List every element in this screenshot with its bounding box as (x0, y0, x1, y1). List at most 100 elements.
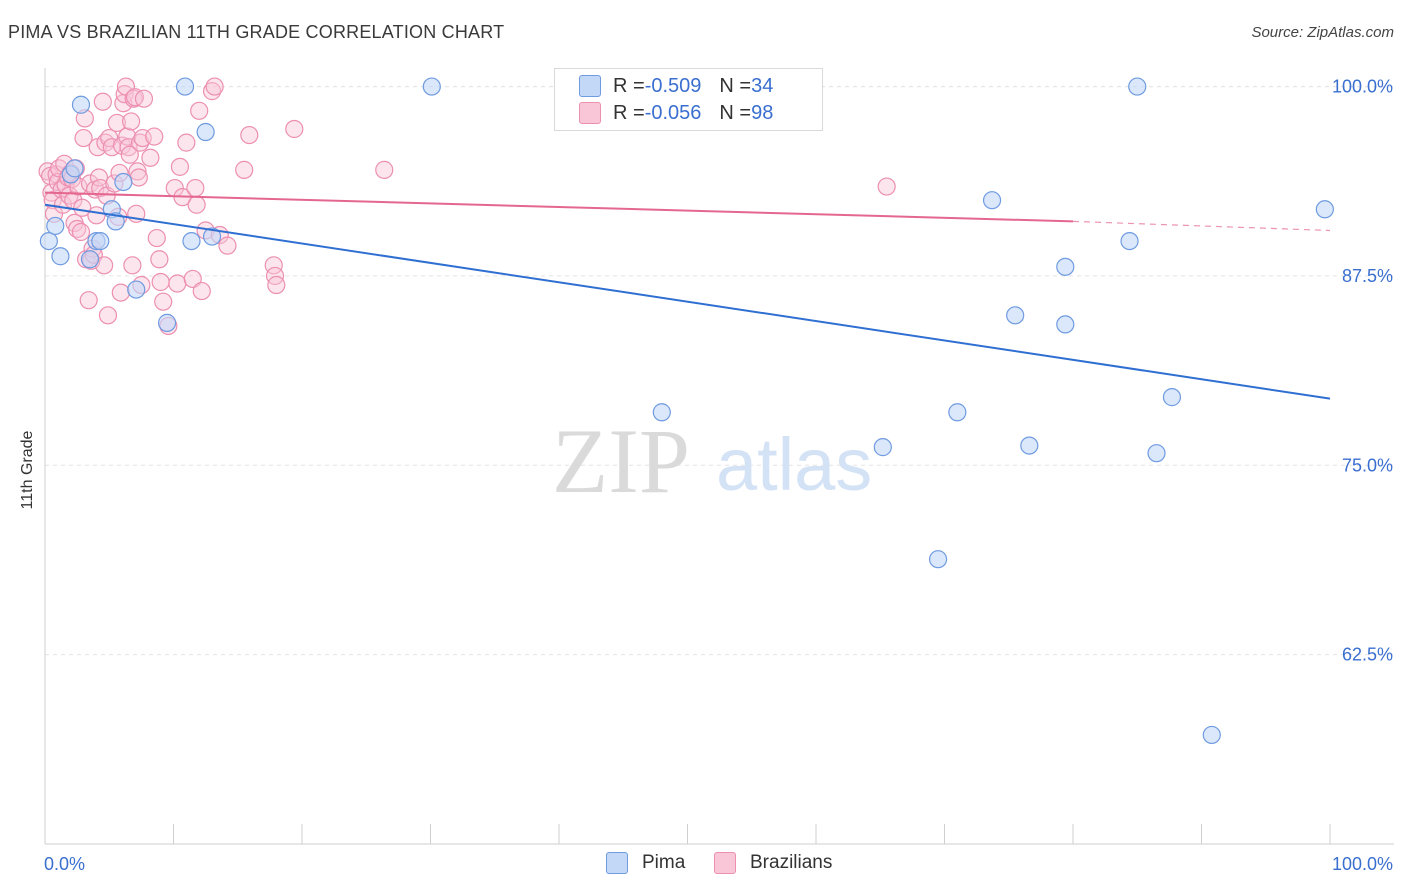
pima-point (982, 191, 1002, 210)
brazilians-point (285, 119, 304, 139)
pima-n-label: N = (719, 74, 752, 97)
brazilians-legend-label: Brazilians (750, 852, 833, 873)
brazilians-legend-swatch (714, 852, 736, 874)
pima-point (652, 403, 671, 422)
x-tick-label-min: 0.0% (44, 854, 85, 874)
pima-point (196, 122, 215, 142)
pima-point (91, 231, 110, 251)
legend-item-pima[interactable]: Pima (606, 852, 685, 874)
pima-point (65, 159, 84, 178)
brazilians-point (121, 112, 141, 131)
brazilians-point (154, 292, 173, 311)
braz-n-value: 98 (751, 101, 774, 124)
pima-r-label: R = (613, 74, 645, 97)
pima-point (71, 95, 91, 114)
pima-point (1315, 200, 1334, 219)
watermark-zip: ZIP (552, 410, 690, 512)
brazilians-point (183, 269, 202, 289)
pima-legend-swatch (606, 852, 628, 874)
pima-point (1120, 231, 1139, 251)
brazilians-point (170, 157, 190, 176)
pima-point (202, 227, 222, 246)
braz-r-value: -0.056 (644, 101, 702, 124)
brazilians-point (79, 291, 98, 310)
pima-point (1006, 306, 1025, 325)
brazilians-points (38, 77, 896, 336)
brazilians-point (93, 92, 112, 111)
brazilians-point (190, 101, 209, 120)
brazilians-point (235, 160, 254, 179)
brazilians-point (87, 206, 106, 225)
brazilians-point (91, 178, 110, 198)
brazilians-point (107, 113, 127, 133)
trend-lines (44, 191, 1331, 400)
y-tick-label: 62.5% (1342, 645, 1393, 665)
brazilians-point (128, 162, 147, 181)
pima-legend-label: Pima (642, 852, 686, 873)
brazilians-point (186, 178, 205, 198)
pima-point (948, 403, 967, 422)
pima-point (1147, 444, 1166, 463)
pima-point (182, 231, 201, 251)
pima-trend-line (44, 203, 1331, 400)
pima-point (873, 438, 892, 457)
legend-row-pima: R = -0.509 N = 34 (579, 73, 773, 99)
brazilians-point (145, 127, 164, 146)
brazilians-point (119, 138, 138, 157)
brazilians-point (120, 145, 139, 164)
brazilians-point (168, 274, 187, 293)
source-label: Source: ZipAtlas.com (1251, 24, 1394, 41)
brazilians-point (205, 77, 224, 96)
pima-point (422, 77, 441, 96)
pima-point (114, 172, 133, 192)
brazilians-point (73, 198, 92, 217)
series-legend: Pima Brazilians (0, 852, 1406, 878)
pima-n-value: 34 (751, 74, 774, 97)
brazilians-point (71, 222, 91, 242)
watermark: ZIP atlas (552, 410, 872, 512)
pima-point (1020, 436, 1039, 455)
pima-point (1202, 725, 1221, 745)
brazilians-point (129, 168, 148, 187)
brazilians-point (147, 228, 166, 248)
brazilians-point (267, 275, 286, 295)
brazilians-point (125, 88, 145, 107)
tick-labels: 62.5% 75.0% 87.5% 100.0% 0.0% 100.0% (44, 77, 1393, 874)
pima-r-value: -0.509 (644, 74, 702, 97)
brazilians-trend-line (44, 191, 1074, 223)
pima-point (1056, 315, 1075, 334)
brazilians-point (74, 128, 93, 148)
brazilians-point (192, 281, 211, 301)
brazilians-point (877, 177, 896, 196)
y-tick-label: 75.0% (1342, 455, 1393, 475)
pima-point (39, 231, 58, 251)
brazilians-trend-extension (1072, 220, 1331, 232)
brazilians-point (218, 236, 237, 255)
pima-point (46, 216, 65, 236)
brazilians-point (133, 128, 152, 148)
brazilians-point (151, 272, 170, 292)
brazilians-swatch (579, 102, 601, 124)
brazilians-point (123, 256, 142, 275)
pima-point (80, 250, 100, 269)
brazilians-point (150, 250, 169, 269)
brazilians-point (98, 306, 118, 325)
legend-row-brazilians: R = -0.056 N = 98 (579, 100, 773, 126)
pima-points (39, 77, 1334, 745)
braz-r-label: R = (613, 101, 645, 124)
pima-swatch (579, 75, 601, 97)
legend-item-brazilians[interactable]: Brazilians (714, 852, 832, 874)
pima-point (928, 550, 948, 569)
y-tick-label: 87.5% (1342, 266, 1393, 286)
pima-point (51, 247, 70, 266)
brazilians-point (177, 133, 196, 152)
braz-n-label: N = (719, 101, 752, 124)
stats-legend: R = -0.509 N = 34 R = -0.056 N = 98 (554, 68, 823, 131)
brazilians-point (141, 148, 160, 167)
brazilians-point (115, 85, 134, 104)
brazilians-point (111, 283, 130, 302)
chart-title: PIMA VS BRAZILIAN 11TH GRADE CORRELATION… (8, 22, 505, 42)
brazilians-point (240, 125, 259, 145)
pima-point (1128, 77, 1147, 96)
